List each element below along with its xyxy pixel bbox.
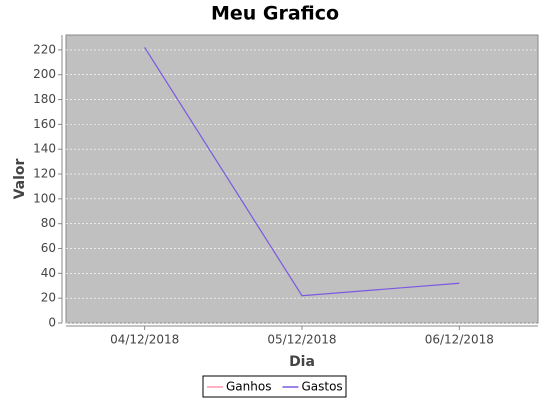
y-tick-label: 160 [33, 117, 56, 131]
y-tick-label: 40 [41, 266, 56, 280]
y-tick-label: 80 [41, 216, 56, 230]
y-tick-label: 180 [33, 92, 56, 106]
y-tick-label: 0 [48, 316, 56, 330]
chart-title: Meu Grafico [211, 3, 339, 25]
y-tick-label: 100 [33, 191, 56, 205]
y-axis-label: Valor [12, 158, 28, 199]
x-tick-label: 04/12/2018 [110, 333, 179, 347]
series-line [144, 47, 460, 297]
plot-area [65, 34, 539, 324]
y-tick-label: 20 [41, 291, 56, 305]
legend [202, 375, 347, 398]
legend-label: Ganhos [226, 380, 271, 394]
y-tick-label: 200 [33, 67, 56, 81]
x-axis-label: Dia [289, 354, 315, 370]
y-tick-label: 220 [33, 42, 56, 56]
y-tick-label: 60 [41, 241, 56, 255]
y-tick-label: 120 [33, 167, 56, 181]
y-tick-label: 140 [33, 142, 56, 156]
legend-label: Gastos [301, 380, 342, 394]
x-tick-label: 05/12/2018 [267, 333, 336, 347]
x-tick-label: 06/12/2018 [425, 333, 494, 347]
